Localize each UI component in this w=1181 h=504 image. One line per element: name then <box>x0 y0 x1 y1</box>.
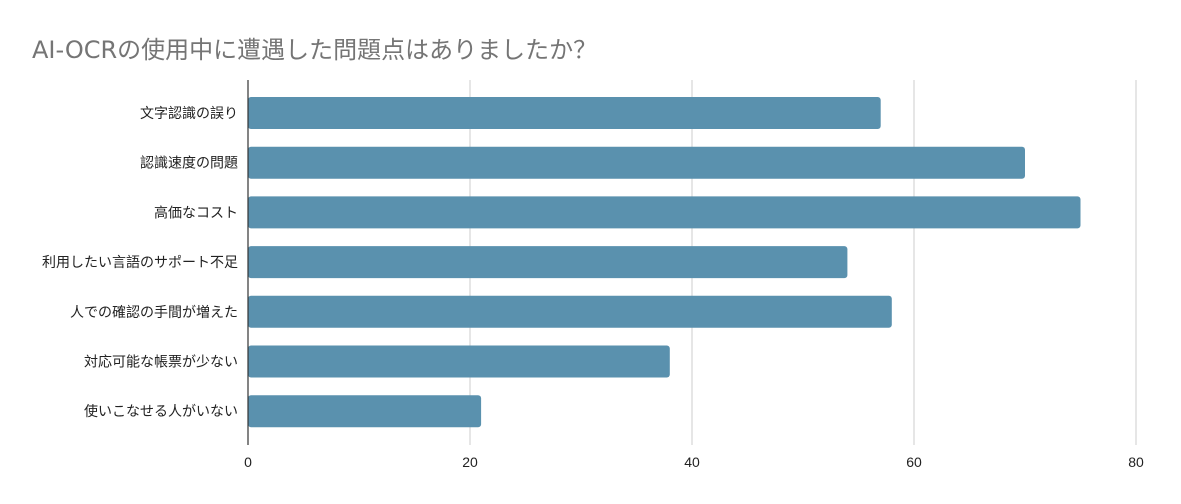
category-label-0: 文字認識の誤り <box>140 106 238 122</box>
x-tick-label-80: 80 <box>1128 454 1144 470</box>
category-label-3: 利用したい言語のサポート不足 <box>42 255 238 271</box>
x-tick-label-40: 40 <box>684 454 700 470</box>
labels: 0 20 40 60 80 文字認識の誤り認識速度の問題高価なコスト利用したい言語のサポー… <box>42 106 1144 470</box>
category-label-6: 使いこなせる人がいない <box>84 403 238 420</box>
category-label-4: 人での確認の手間が増えた <box>70 305 238 321</box>
category-label-2: 高価なコスト <box>154 204 238 221</box>
bar-5 <box>248 345 670 378</box>
bar-0 <box>248 97 881 129</box>
category-label-5: 対応可能な帳票が少ない <box>84 355 238 371</box>
bars <box>248 97 1081 428</box>
bar-1 <box>248 146 1025 179</box>
category-label-1: 認識速度の問題 <box>140 156 238 172</box>
x-tick-label-60: 60 <box>906 454 922 470</box>
chart-title: AI-OCRの使用中に遭遇した問題点はありましたか？ <box>32 36 598 64</box>
x-tick-label-0: 0 <box>244 454 252 470</box>
bar-4 <box>248 295 892 328</box>
bar-3 <box>248 246 848 279</box>
bar-2 <box>248 196 1081 229</box>
bar-6 <box>248 395 482 428</box>
x-tick-label-20: 20 <box>462 454 478 470</box>
